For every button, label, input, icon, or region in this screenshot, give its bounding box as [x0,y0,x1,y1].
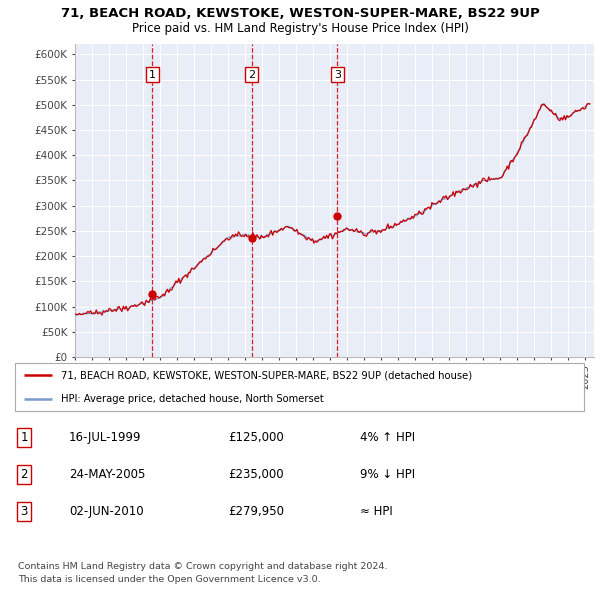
Text: Contains HM Land Registry data © Crown copyright and database right 2024.: Contains HM Land Registry data © Crown c… [18,562,388,571]
Text: 2: 2 [248,70,256,80]
Text: 4% ↑ HPI: 4% ↑ HPI [360,431,415,444]
Text: 71, BEACH ROAD, KEWSTOKE, WESTON-SUPER-MARE, BS22 9UP: 71, BEACH ROAD, KEWSTOKE, WESTON-SUPER-M… [61,7,539,20]
Text: 3: 3 [334,70,341,80]
Text: This data is licensed under the Open Government Licence v3.0.: This data is licensed under the Open Gov… [18,575,320,584]
Text: HPI: Average price, detached house, North Somerset: HPI: Average price, detached house, Nort… [61,394,324,404]
Text: ≈ HPI: ≈ HPI [360,505,393,519]
Text: Price paid vs. HM Land Registry's House Price Index (HPI): Price paid vs. HM Land Registry's House … [131,22,469,35]
Text: 9% ↓ HPI: 9% ↓ HPI [360,468,415,481]
Text: £235,000: £235,000 [228,468,284,481]
Text: £125,000: £125,000 [228,431,284,444]
FancyBboxPatch shape [15,363,584,411]
Text: £279,950: £279,950 [228,505,284,519]
Text: 16-JUL-1999: 16-JUL-1999 [69,431,142,444]
Text: 71, BEACH ROAD, KEWSTOKE, WESTON-SUPER-MARE, BS22 9UP (detached house): 71, BEACH ROAD, KEWSTOKE, WESTON-SUPER-M… [61,370,472,380]
Text: 2: 2 [20,468,28,481]
Text: 02-JUN-2010: 02-JUN-2010 [69,505,143,519]
Text: 24-MAY-2005: 24-MAY-2005 [69,468,145,481]
Text: 3: 3 [20,505,28,519]
Text: 1: 1 [20,431,28,444]
Text: 1: 1 [149,70,156,80]
